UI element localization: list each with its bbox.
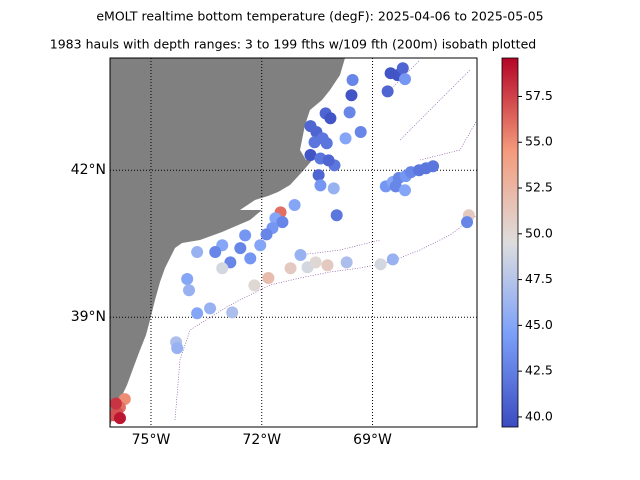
haul-point [399, 184, 412, 197]
haul-point [427, 160, 440, 173]
haul-point [181, 273, 194, 286]
haul-point [254, 239, 267, 252]
haul-point [216, 262, 229, 275]
haul-point [339, 132, 352, 145]
haul-point [399, 73, 412, 86]
haul-point [321, 259, 334, 272]
land [110, 58, 345, 427]
haul-point [234, 242, 247, 255]
haul-point [304, 149, 317, 162]
haul-point [284, 262, 297, 275]
haul-point [381, 85, 394, 98]
haul-point [239, 229, 252, 242]
map-area [110, 58, 477, 427]
haul-point [340, 256, 353, 269]
colorbar-tick-label: 52.5 [525, 180, 553, 195]
haul-point [322, 154, 335, 167]
subtitle: 1983 hauls with depth ranges: 3 to 199 f… [50, 37, 536, 52]
haul-point [396, 62, 409, 75]
colorbar [501, 57, 519, 428]
colorbar-tick-label: 40.0 [525, 408, 553, 423]
colorbar-tick-label: 57.5 [525, 88, 553, 103]
haul-point [191, 307, 204, 320]
haul-point [343, 106, 356, 119]
haul-point [191, 246, 204, 259]
haul-point [312, 169, 325, 182]
haul-point [244, 252, 257, 265]
colorbar-tick-label: 45.0 [525, 317, 553, 332]
haul-point [183, 284, 196, 297]
title: eMOLT realtime bottom temperature (degF)… [96, 9, 543, 24]
haul-point [260, 228, 273, 241]
haul-point [171, 342, 184, 355]
haul-point [389, 180, 402, 193]
haul-point [374, 258, 387, 271]
haul-point [204, 302, 217, 315]
haul-point [320, 137, 333, 150]
haul-point [354, 125, 367, 138]
x-tick-label: 72°W [242, 432, 281, 448]
haul-point [209, 246, 222, 259]
haul-point [327, 182, 340, 195]
haul-point [276, 216, 289, 229]
colorbar-tick-label: 50.0 [525, 225, 553, 240]
map-frame [109, 57, 478, 428]
haul-point [110, 397, 122, 410]
haul-point [288, 199, 301, 212]
haul-point [309, 256, 322, 269]
haul-point [330, 209, 343, 222]
haul-point [314, 179, 327, 192]
isobath [174, 59, 477, 421]
haul-point [113, 412, 126, 425]
haul-point [226, 306, 239, 319]
haul-point [262, 272, 275, 285]
haul-point [308, 136, 321, 149]
haul-point [345, 89, 358, 102]
haul-point [248, 279, 261, 292]
colorbar-tick-label: 55.0 [525, 134, 553, 149]
x-tick-label: 75°W [132, 432, 171, 448]
haul-point [386, 253, 399, 266]
colorbar-tick-label: 42.5 [525, 363, 553, 378]
haul-point [461, 216, 474, 229]
colorbar-tick-label: 47.5 [525, 271, 553, 286]
haul-point [324, 112, 337, 125]
y-tick-label: 42°N [71, 162, 106, 178]
haul-point [294, 248, 307, 261]
x-tick-label: 69°W [353, 432, 392, 448]
y-tick-label: 39°N [71, 309, 106, 325]
haul-point [346, 74, 359, 87]
